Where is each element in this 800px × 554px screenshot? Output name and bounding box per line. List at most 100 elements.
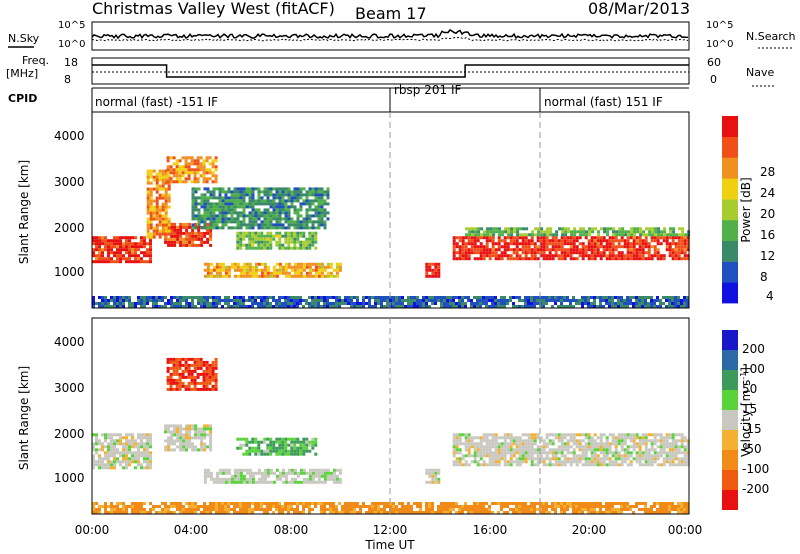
heatmap-cell	[146, 220, 150, 224]
heatmap-cell	[672, 227, 676, 231]
power-colorbar-swatch	[722, 199, 738, 221]
heatmap-cell	[215, 299, 218, 302]
heatmap-cell	[272, 237, 276, 241]
heatmap-cell	[653, 302, 656, 305]
heatmap-cell	[569, 251, 573, 255]
heatmap-cell	[566, 439, 570, 443]
heatmap-cell	[662, 439, 666, 443]
heatmap-cell	[578, 236, 582, 240]
heatmap-cell	[211, 372, 215, 376]
heatmap-cell	[311, 443, 315, 447]
heatmap-cell	[524, 508, 527, 511]
heatmap-cell	[167, 217, 171, 221]
heatmap-cell	[630, 230, 634, 234]
heatmap-cell	[555, 230, 559, 234]
heatmap-cell	[632, 457, 636, 461]
heatmap-cell	[224, 190, 228, 194]
heatmap-cell	[251, 274, 255, 278]
heatmap-cell	[95, 260, 98, 264]
heatmap-cell	[611, 502, 614, 505]
heatmap-cell	[524, 302, 527, 305]
heatmap-cell	[164, 232, 168, 236]
heatmap-cell	[509, 451, 513, 455]
heatmap-cell	[593, 305, 596, 308]
heatmap-cell	[218, 205, 222, 209]
heatmap-cell	[131, 302, 134, 305]
heatmap-cell	[187, 357, 191, 361]
heatmap-cell	[208, 156, 212, 160]
heatmap-cell	[422, 299, 425, 302]
heatmap-cell	[170, 305, 173, 308]
heatmap-cell	[257, 508, 260, 511]
heatmap-cell	[560, 248, 564, 252]
heatmap-cell	[461, 257, 465, 261]
heatmap-cell	[302, 446, 306, 450]
heatmap-cell	[119, 433, 122, 437]
heatmap-cell	[155, 214, 159, 218]
heatmap-cell	[113, 239, 116, 243]
heatmap-cell	[317, 199, 321, 203]
heatmap-cell	[92, 457, 95, 461]
heatmap-cell	[175, 168, 179, 172]
heatmap-cell	[503, 511, 506, 514]
xtick-4: 16:00	[473, 523, 508, 537]
heatmap-cell	[290, 305, 293, 308]
heatmap-cell	[677, 508, 680, 511]
heatmap-cell	[164, 505, 167, 508]
heatmap-cell	[573, 227, 577, 231]
heatmap-cell	[650, 302, 653, 305]
heatmap-cell	[257, 452, 261, 456]
heatmap-cell	[290, 217, 294, 221]
heatmap-cell	[146, 242, 149, 246]
heatmap-cell	[190, 387, 194, 391]
heatmap-cell	[599, 505, 602, 508]
heatmap-cell	[152, 175, 156, 179]
heatmap-cell	[257, 468, 261, 472]
heatmap-cell	[605, 296, 608, 299]
heatmap-cell	[248, 220, 252, 224]
heatmap-cell	[293, 511, 296, 514]
heatmap-cell	[227, 511, 230, 514]
heatmap-cell	[296, 214, 300, 218]
heatmap-cell	[422, 296, 425, 299]
heatmap-cell	[467, 505, 470, 508]
heatmap-cell	[197, 202, 201, 206]
heatmap-cell	[524, 305, 527, 308]
heatmap-cell	[251, 305, 254, 308]
heatmap-cell	[215, 508, 218, 511]
heatmap-cell	[494, 433, 498, 437]
heatmap-cell	[590, 511, 593, 514]
heatmap-cell	[275, 274, 279, 278]
heatmap-cell	[281, 243, 285, 247]
heatmap-cell	[582, 227, 586, 231]
heatmap-cell	[169, 165, 173, 169]
heatmap-cell	[443, 305, 446, 308]
heatmap-cell	[203, 299, 206, 302]
heatmap-cell	[302, 265, 306, 269]
heatmap-cell	[618, 227, 622, 231]
heatmap-cell	[509, 254, 513, 258]
cpid-segment-1: normal (fast) -151 IF	[95, 95, 218, 109]
heatmap-cell	[563, 442, 567, 446]
heatmap-cell	[296, 246, 300, 250]
heatmap-cell	[647, 257, 651, 261]
heatmap-cell	[425, 471, 429, 475]
heatmap-cell	[248, 202, 252, 206]
heatmap-cell	[185, 243, 189, 247]
heatmap-cell	[683, 299, 686, 302]
heatmap-cell	[266, 468, 270, 472]
heatmap-cell	[485, 511, 488, 514]
heatmap-cell	[224, 302, 227, 305]
heatmap-cell	[200, 305, 203, 308]
heatmap-cell	[185, 237, 189, 241]
heatmap-cell	[563, 436, 567, 440]
heatmap-cell	[257, 234, 261, 238]
heatmap-cell	[257, 202, 261, 206]
heatmap-cell	[116, 239, 119, 243]
heatmap-cell	[602, 236, 606, 240]
heatmap-cell	[641, 433, 645, 437]
heatmap-cell	[467, 257, 471, 261]
nsky-label: N.Sky	[8, 32, 40, 45]
heatmap-cell	[263, 187, 267, 191]
heatmap-cell	[227, 480, 231, 484]
